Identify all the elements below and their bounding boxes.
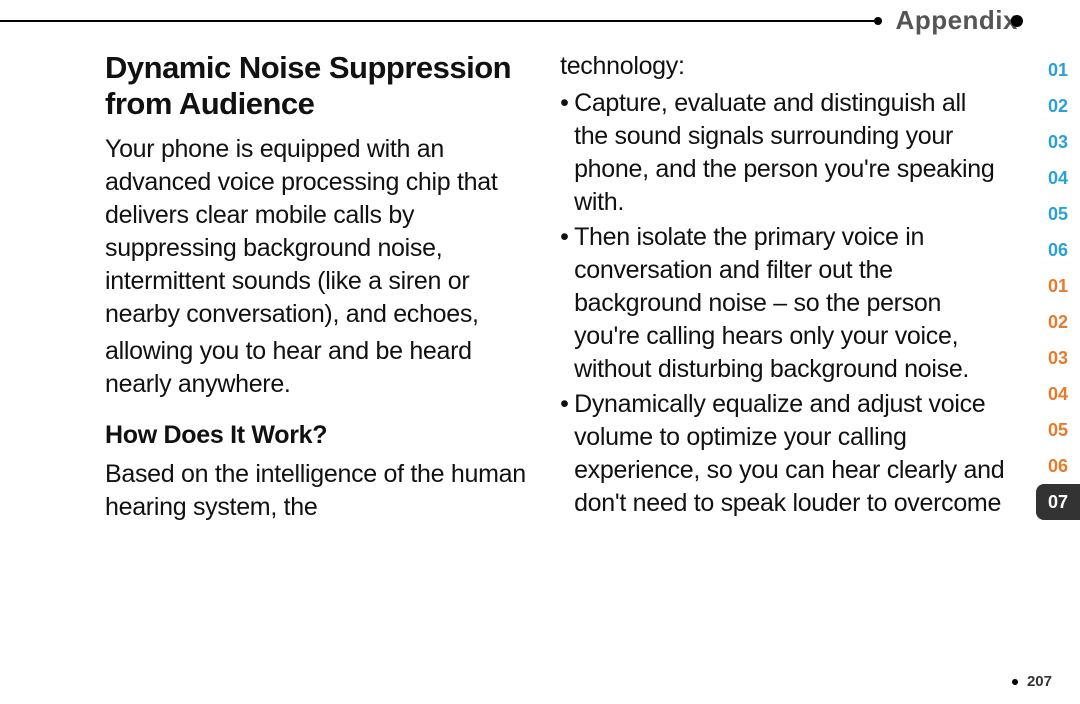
paragraph: allowing you to hear and be heard nearly…	[105, 335, 540, 401]
content-area: Dynamic Noise Suppression from Audience …	[105, 50, 1005, 650]
bullet-item: Then isolate the primary voice in conver…	[560, 221, 1005, 386]
tab-index[interactable]: 01	[1036, 52, 1080, 88]
bullet-item: Dynamically equalize and adjust voice vo…	[560, 388, 1005, 520]
bullet-item: Capture, evaluate and distinguish all th…	[560, 87, 1005, 219]
section-tabs: 01 02 03 04 05 06 01 02 03 04 05 06 07	[1036, 52, 1080, 520]
paragraph: Your phone is equipped with an advanced …	[105, 133, 540, 331]
column-right: technology: Capture, evaluate and distin…	[560, 50, 1005, 650]
subheading: How Does It Work?	[105, 419, 540, 452]
tab-index[interactable]: 01	[1036, 268, 1080, 304]
page-number: 207	[1027, 673, 1052, 690]
tab-index[interactable]: 05	[1036, 412, 1080, 448]
tab-index[interactable]: 04	[1036, 160, 1080, 196]
page-title: Dynamic Noise Suppression from Audience	[105, 50, 540, 121]
column-left: Dynamic Noise Suppression from Audience …	[105, 50, 540, 650]
paragraph-lead: technology:	[560, 50, 1005, 83]
tab-index[interactable]: 03	[1036, 124, 1080, 160]
tab-index[interactable]: 05	[1036, 196, 1080, 232]
section-header: Appendix	[882, 5, 1028, 36]
top-rule-end-dot	[1011, 15, 1023, 27]
tab-index[interactable]: 06	[1036, 448, 1080, 484]
page-number-dot	[1012, 679, 1018, 685]
tab-index[interactable]: 02	[1036, 88, 1080, 124]
tab-index[interactable]: 06	[1036, 232, 1080, 268]
top-rule	[0, 20, 1008, 22]
tab-index[interactable]: 03	[1036, 340, 1080, 376]
tab-index-active[interactable]: 07	[1036, 484, 1080, 520]
paragraph: Based on the intelligence of the human h…	[105, 458, 540, 524]
tab-index[interactable]: 04	[1036, 376, 1080, 412]
tab-index[interactable]: 02	[1036, 304, 1080, 340]
